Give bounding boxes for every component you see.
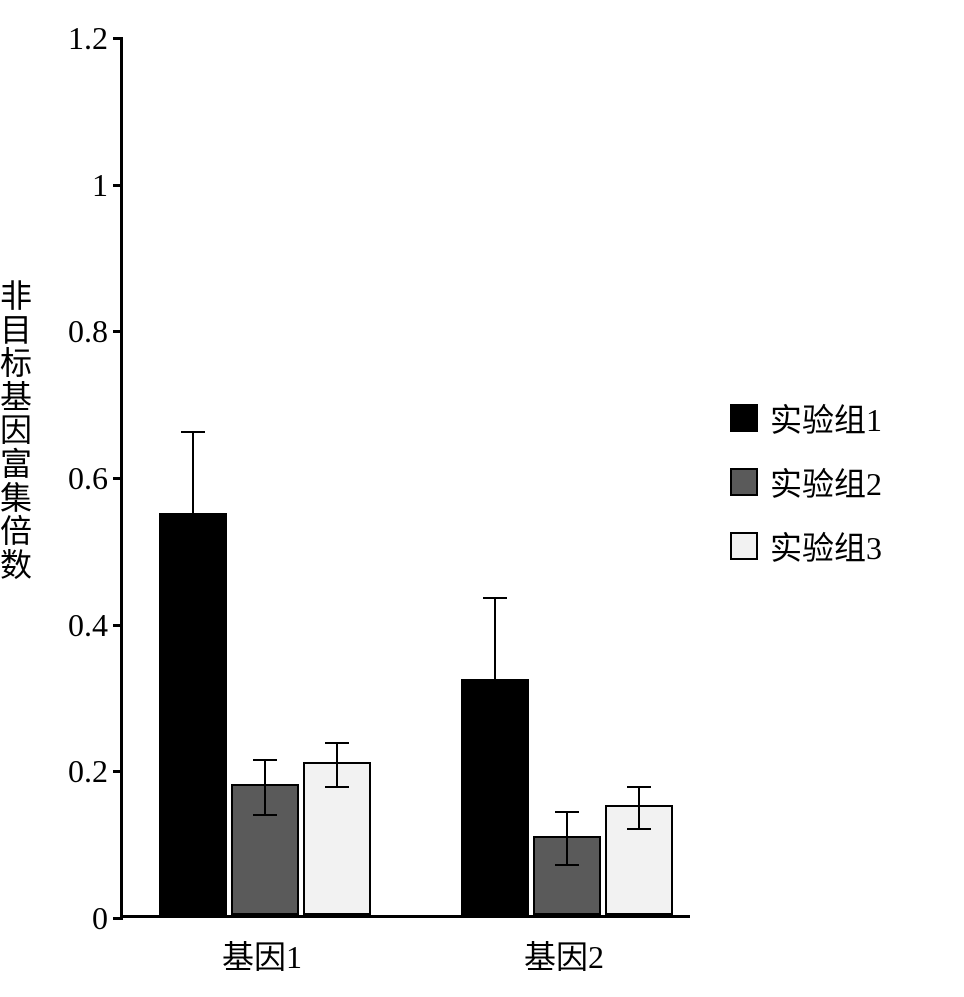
y-tick-mark (113, 37, 123, 40)
error-cap (483, 597, 507, 599)
x-tick-label: 基因2 (458, 932, 670, 978)
y-axis-title: 非目标基因富集倍数 (0, 280, 32, 582)
legend-label: 实验组3 (770, 523, 882, 569)
y-tick-mark (113, 184, 123, 187)
y-tick-label: 0.6 (48, 460, 108, 497)
error-cap (483, 764, 507, 766)
error-cap (325, 786, 349, 788)
error-bar (638, 787, 640, 828)
legend-swatch (730, 468, 758, 496)
y-tick-mark (113, 477, 123, 480)
legend-item: 实验组1 (730, 400, 882, 436)
legend-swatch (730, 532, 758, 560)
legend-item: 实验组3 (730, 528, 882, 564)
error-bar (566, 812, 568, 865)
y-tick-label: 1.2 (48, 20, 108, 57)
y-tick-label: 0.8 (48, 313, 108, 350)
error-cap (181, 599, 205, 601)
error-cap (325, 742, 349, 744)
error-cap (253, 759, 277, 761)
bar-chart: 非目标基因富集倍数 实验组1 实验组2 实验组3 0 0.2 0.4 0.6 0.8 1 1.2… (0, 0, 964, 997)
y-tick-mark (113, 917, 123, 920)
x-tick-label: 基因1 (156, 932, 368, 978)
legend-label: 实验组1 (770, 395, 882, 441)
legend-label: 实验组2 (770, 459, 882, 505)
error-cap (555, 811, 579, 813)
y-tick-label: 1 (48, 167, 108, 204)
error-bar (264, 760, 266, 816)
error-bar (336, 743, 338, 787)
error-cap (555, 864, 579, 866)
error-cap (253, 814, 277, 816)
legend: 实验组1 实验组2 实验组3 (730, 400, 882, 592)
plot-area (120, 38, 690, 918)
legend-swatch (730, 404, 758, 432)
y-tick-mark (113, 624, 123, 627)
error-cap (627, 828, 651, 830)
y-tick-label: 0 (48, 900, 108, 937)
error-cap (627, 786, 651, 788)
y-tick-label: 0.2 (48, 753, 108, 790)
y-tick-mark (113, 330, 123, 333)
y-tick-mark (113, 770, 123, 773)
error-cap (181, 431, 205, 433)
y-tick-label: 0.4 (48, 607, 108, 644)
error-bar (192, 432, 194, 601)
legend-item: 实验组2 (730, 464, 882, 500)
error-bar (494, 598, 496, 765)
